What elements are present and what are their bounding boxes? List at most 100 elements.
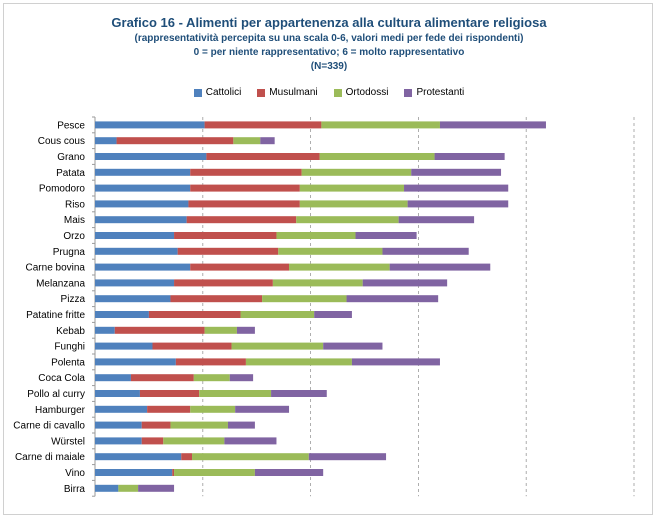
category-label: Mais <box>64 215 85 226</box>
bar-segment <box>206 153 320 160</box>
bar-segment <box>411 168 502 176</box>
category-label: Funghi <box>54 342 85 353</box>
bar-segment <box>174 279 273 287</box>
bar-segment <box>174 469 255 476</box>
bar-segment <box>260 137 275 145</box>
bar-segment <box>163 437 225 445</box>
bar-segment <box>139 390 200 397</box>
legend-swatch-protestanti <box>404 88 413 97</box>
bar-segment <box>439 121 546 129</box>
category-label: Pollo al curry <box>27 389 85 400</box>
bar-segment <box>233 137 261 145</box>
bar-segment <box>289 263 390 271</box>
bar-segment <box>95 247 178 255</box>
bar-segment <box>190 184 300 192</box>
bar-segment <box>172 469 175 476</box>
category-label: Patata <box>56 168 85 179</box>
chart-title: Grafico 16 - Alimenti per appartenenza a… <box>111 15 547 30</box>
bar-segment <box>362 279 448 287</box>
bar-segment <box>299 184 405 192</box>
bar-segment <box>114 326 205 334</box>
bar-segment <box>404 184 509 192</box>
category-label: Würstel <box>51 436 85 447</box>
bar-segment <box>319 153 435 160</box>
category-label: Grano <box>57 152 85 163</box>
bar-segment <box>95 168 191 176</box>
category-label: Carne di maiale <box>15 452 85 463</box>
bar-segment <box>355 232 417 239</box>
legend-item-ortodossi: Ortodossi <box>333 87 389 98</box>
bar-segment <box>148 311 241 318</box>
bar-segment <box>190 168 302 176</box>
bar-segment <box>235 405 290 413</box>
bar-segment <box>95 453 182 461</box>
bar-segment <box>231 342 324 350</box>
bar-segment <box>95 263 191 271</box>
category-label: Pizza <box>61 294 86 305</box>
category-label: Carne bovina <box>26 263 86 274</box>
bar-segment <box>141 437 164 445</box>
legend-label-cattolici: Cattolici <box>205 87 242 98</box>
chart-subtitle-sample: (N=339) <box>310 61 348 72</box>
bar-segment <box>262 295 347 303</box>
bar-segment <box>95 279 175 287</box>
bar-segment <box>95 295 171 303</box>
category-label: Riso <box>65 199 85 210</box>
category-label: Vino <box>65 468 85 479</box>
category-label: Kebab <box>56 326 85 337</box>
category-label: Patatine fritte <box>26 310 85 321</box>
bar-segment <box>227 421 255 429</box>
legend-item-musulmani: Musulmani <box>257 87 318 98</box>
bar-segment <box>147 405 191 413</box>
category-label: Cous cous <box>38 136 85 147</box>
bar-segment <box>95 216 187 224</box>
bar-segment <box>382 247 469 255</box>
category-label: Coca Cola <box>38 373 85 384</box>
bar-segment <box>95 137 117 145</box>
bar-segment <box>188 200 300 208</box>
bar-segment <box>118 484 139 492</box>
bar-segment <box>389 263 491 271</box>
legend-label-protestanti: Protestanti <box>416 87 465 98</box>
bar-segment <box>224 437 277 445</box>
bar-segment <box>245 358 352 366</box>
bar-segment <box>95 232 175 239</box>
legend-label-musulmani: Musulmani <box>269 87 318 98</box>
legend-label-ortodossi: Ortodossi <box>345 87 389 98</box>
bar-segment <box>314 311 352 318</box>
bar-segment <box>190 263 290 271</box>
bar-segment <box>296 216 399 224</box>
bar-segment <box>95 358 176 366</box>
bar-segment <box>95 153 207 160</box>
bar-segment <box>229 374 254 382</box>
bar-segment <box>141 421 171 429</box>
bar-segment <box>299 200 408 208</box>
legend-swatch-musulmani <box>257 88 266 97</box>
bar-segment <box>190 405 236 413</box>
category-label: Birra <box>64 484 86 495</box>
category-label: Hamburger <box>35 405 86 416</box>
bar-segment <box>130 374 194 382</box>
bar-segment <box>351 358 440 366</box>
bar-segment <box>116 137 234 145</box>
bar-segment <box>95 342 153 350</box>
bar-segment <box>95 374 131 382</box>
bar-segment <box>407 200 509 208</box>
chart-frame <box>3 3 653 515</box>
bar-segment <box>254 469 324 476</box>
bar-segment <box>272 279 363 287</box>
chart-legend: Cattolici Musulmani Ortodossi Protestant… <box>0 87 658 98</box>
bar-segment <box>271 390 327 397</box>
bar-segment <box>199 390 272 397</box>
legend-item-protestanti: Protestanti <box>404 87 464 98</box>
category-label: Carne di cavallo <box>13 421 85 432</box>
bar-segment <box>152 342 232 350</box>
bar-segment <box>174 232 277 239</box>
chart-subtitle-scale: (rappresentatività percepita su una scal… <box>134 33 524 44</box>
legend-item-cattolici: Cattolici <box>193 87 242 98</box>
bar-segment <box>321 121 440 129</box>
bar-segment <box>276 232 356 239</box>
bar-segment <box>240 311 315 318</box>
category-label: Melanzana <box>36 278 85 289</box>
